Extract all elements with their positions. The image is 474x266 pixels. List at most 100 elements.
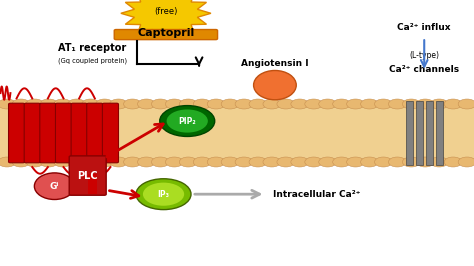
Circle shape — [263, 99, 281, 109]
Circle shape — [235, 99, 253, 109]
Circle shape — [346, 99, 365, 109]
Circle shape — [277, 99, 295, 109]
Text: PIP₂: PIP₂ — [178, 117, 196, 126]
Text: (free): (free) — [154, 7, 178, 16]
FancyBboxPatch shape — [40, 103, 56, 163]
FancyBboxPatch shape — [9, 103, 25, 163]
Circle shape — [137, 99, 155, 109]
Circle shape — [12, 99, 30, 109]
Circle shape — [96, 157, 113, 167]
Text: PLC: PLC — [77, 171, 98, 181]
Bar — [436, 101, 443, 165]
Circle shape — [152, 99, 169, 109]
Circle shape — [444, 99, 462, 109]
Text: Captopril: Captopril — [137, 28, 194, 38]
Circle shape — [416, 99, 434, 109]
Circle shape — [333, 99, 350, 109]
Circle shape — [82, 157, 100, 167]
FancyBboxPatch shape — [114, 30, 218, 40]
Circle shape — [389, 157, 406, 167]
Text: Ca²⁺ channels: Ca²⁺ channels — [389, 65, 459, 74]
Text: Ca²⁺ influx: Ca²⁺ influx — [398, 23, 451, 32]
Circle shape — [374, 99, 392, 109]
Text: (L-type): (L-type) — [409, 51, 439, 60]
Bar — [416, 101, 423, 165]
Bar — [88, 174, 97, 194]
Polygon shape — [121, 0, 211, 38]
Circle shape — [40, 99, 58, 109]
Circle shape — [402, 99, 420, 109]
Circle shape — [221, 157, 239, 167]
Circle shape — [319, 99, 337, 109]
Circle shape — [458, 99, 474, 109]
Circle shape — [109, 99, 128, 109]
Circle shape — [361, 157, 378, 167]
Circle shape — [165, 157, 183, 167]
Circle shape — [68, 99, 85, 109]
Circle shape — [249, 157, 267, 167]
Bar — [406, 101, 413, 165]
Circle shape — [193, 157, 211, 167]
Circle shape — [152, 157, 169, 167]
Circle shape — [143, 182, 184, 206]
Circle shape — [319, 157, 337, 167]
Text: AT₁ receptor: AT₁ receptor — [58, 43, 127, 53]
Circle shape — [305, 99, 322, 109]
Circle shape — [235, 157, 253, 167]
Circle shape — [160, 106, 215, 136]
Circle shape — [430, 157, 448, 167]
Circle shape — [416, 157, 434, 167]
Text: Gⁱ: Gⁱ — [50, 182, 59, 191]
Circle shape — [389, 99, 406, 109]
Circle shape — [305, 157, 322, 167]
Circle shape — [277, 157, 295, 167]
FancyBboxPatch shape — [69, 156, 106, 195]
Circle shape — [444, 157, 462, 167]
Circle shape — [207, 157, 225, 167]
Text: Intracellular Ca²⁺: Intracellular Ca²⁺ — [273, 190, 360, 199]
Circle shape — [361, 99, 378, 109]
Circle shape — [458, 157, 474, 167]
Circle shape — [12, 157, 30, 167]
Circle shape — [0, 99, 16, 109]
Circle shape — [54, 99, 72, 109]
Circle shape — [291, 157, 309, 167]
Text: (Gq coupled protein): (Gq coupled protein) — [58, 57, 127, 64]
Ellipse shape — [35, 173, 75, 200]
Circle shape — [124, 99, 141, 109]
Circle shape — [54, 157, 72, 167]
Circle shape — [82, 99, 100, 109]
Circle shape — [263, 157, 281, 167]
FancyBboxPatch shape — [55, 103, 72, 163]
Circle shape — [249, 99, 267, 109]
Circle shape — [179, 99, 197, 109]
Circle shape — [166, 110, 208, 133]
Circle shape — [26, 99, 44, 109]
Circle shape — [137, 157, 155, 167]
Circle shape — [40, 157, 58, 167]
FancyBboxPatch shape — [102, 103, 118, 163]
FancyBboxPatch shape — [71, 103, 87, 163]
Circle shape — [207, 99, 225, 109]
Circle shape — [68, 157, 85, 167]
Circle shape — [179, 157, 197, 167]
Circle shape — [0, 157, 16, 167]
Circle shape — [430, 99, 448, 109]
Circle shape — [124, 157, 141, 167]
Bar — [426, 101, 433, 165]
Circle shape — [136, 179, 191, 210]
Text: IP₃: IP₃ — [157, 190, 170, 199]
Circle shape — [374, 157, 392, 167]
Bar — [0, 101, 474, 165]
Circle shape — [165, 99, 183, 109]
Circle shape — [333, 157, 350, 167]
Ellipse shape — [254, 70, 296, 100]
Circle shape — [291, 99, 309, 109]
FancyBboxPatch shape — [24, 103, 40, 163]
Circle shape — [26, 157, 44, 167]
Circle shape — [109, 157, 128, 167]
Circle shape — [221, 99, 239, 109]
Text: Angiotensin I: Angiotensin I — [241, 59, 309, 68]
Circle shape — [402, 157, 420, 167]
FancyBboxPatch shape — [87, 103, 103, 163]
